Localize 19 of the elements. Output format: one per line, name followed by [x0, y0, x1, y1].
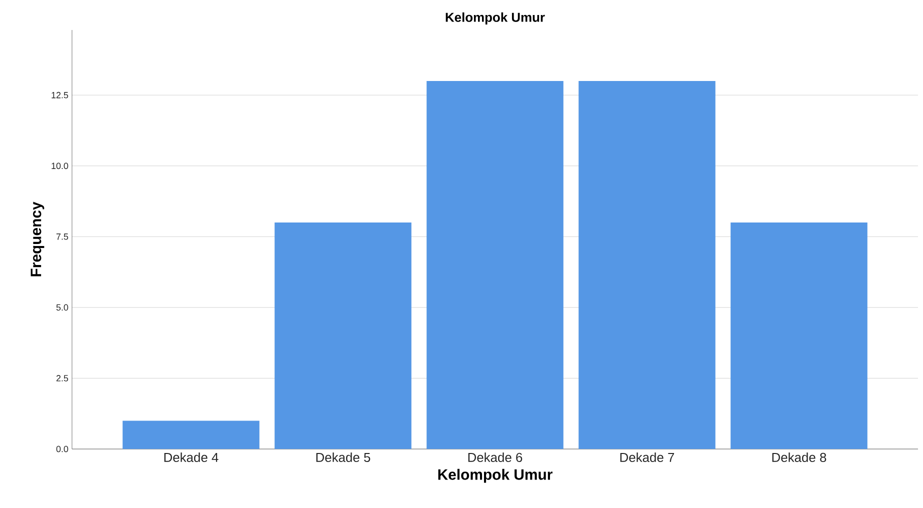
x-tick-label: Dekade 4	[164, 452, 218, 462]
y-tick-label: 0.0	[56, 446, 68, 452]
y-axis-title: Frequency	[30, 202, 44, 276]
x-axis-title: Kelompok Umur	[438, 468, 552, 483]
bar	[274, 222, 412, 449]
x-tick-label: Dekade 8	[772, 452, 826, 462]
bar	[122, 420, 260, 449]
bar	[730, 222, 868, 449]
bar	[578, 80, 716, 449]
x-tick-label: Dekade 7	[620, 452, 674, 462]
x-tick-label: Dekade 6	[468, 452, 522, 462]
chart-title: Kelompok Umur	[446, 12, 545, 24]
x-tick-label: Dekade 5	[316, 452, 370, 462]
y-tick-label: 12.5	[52, 92, 68, 98]
y-tick-label: 7.5	[56, 234, 68, 240]
y-tick-label: 2.5	[56, 375, 68, 382]
y-tick-label: 10.0	[52, 162, 68, 170]
y-tick-label: 5.0	[56, 304, 68, 311]
bar	[426, 80, 564, 449]
